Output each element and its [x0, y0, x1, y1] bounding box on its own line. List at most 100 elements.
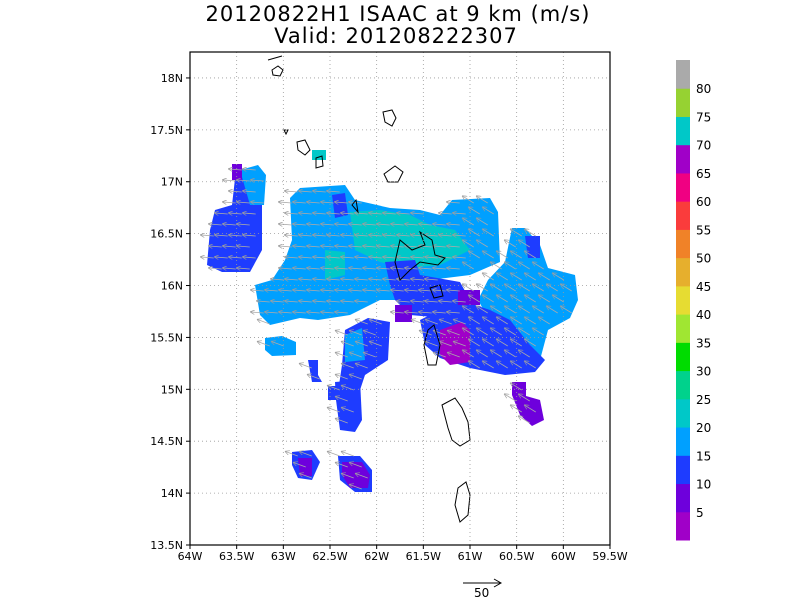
wind-vector: [299, 279, 312, 280]
wind-vector: [342, 452, 354, 457]
chart-subtitle: Valid: 201208222307: [274, 24, 518, 48]
colorbar-segment: [676, 116, 690, 146]
wind-vector: [350, 485, 362, 490]
wind-vector: [377, 268, 390, 269]
wind-vector: [519, 262, 530, 270]
wind-vector: [397, 235, 410, 236]
wind-vector: [370, 342, 382, 347]
wind-vector: [349, 246, 362, 247]
wind-vector: [327, 257, 340, 258]
colorbar-segment: [676, 172, 690, 202]
wind-vector: [300, 452, 312, 457]
wind-vector: [286, 452, 298, 457]
wind-region-south2: [335, 380, 362, 432]
wind-vector: [307, 268, 320, 269]
wind-vector: [454, 342, 466, 347]
wind-vector: [377, 246, 390, 247]
wind-vector: [511, 295, 522, 303]
wind-vector: [383, 235, 396, 236]
wind-vector: [300, 364, 312, 369]
wind-vector: [439, 301, 452, 302]
wind-vector: [440, 342, 452, 347]
coast-guadeloupe: [394, 230, 446, 281]
wind-vector: [215, 257, 228, 258]
lon-tick-label: 61W: [458, 550, 483, 563]
wind-vector: [426, 320, 438, 325]
colorbar-segment: [676, 201, 690, 230]
wind-vector: [285, 235, 298, 236]
colorbar-label: 10: [696, 478, 711, 492]
wind-region-blue-center: [385, 260, 470, 318]
wind-vector: [257, 301, 270, 302]
wind-vector: [453, 301, 466, 302]
lat-tick-label: 13.5N: [150, 539, 183, 552]
wind-vector: [243, 257, 256, 258]
wind-vector: [215, 213, 228, 214]
wind-vector: [483, 251, 494, 259]
wind-vector: [425, 257, 438, 258]
wind-vector: [349, 268, 362, 269]
wind-region-west-light: [240, 165, 266, 205]
wind-vector: [463, 240, 474, 248]
wind-vector: [342, 342, 354, 347]
wind-vector: [258, 320, 270, 325]
lat-tick-label: 16.5N: [150, 228, 183, 241]
wind-vector: [237, 202, 250, 203]
wind-vector: [350, 463, 362, 468]
coast-barbuda: [382, 109, 397, 127]
wind-vector: [525, 273, 536, 281]
wind-vector: [519, 240, 530, 248]
wind-vector: [341, 257, 354, 258]
wind-vector: [433, 224, 446, 225]
wind-vector: [363, 268, 376, 269]
wind-vector: [448, 331, 460, 336]
colorbar-label: 30: [696, 365, 711, 379]
wind-vector: [293, 290, 306, 291]
coast-nevis: [315, 155, 324, 169]
wind-vector: [307, 224, 320, 225]
wind-vector: [349, 224, 362, 225]
wind-vector: [215, 235, 228, 236]
wind-vector: [335, 224, 348, 225]
wind-vectors: [201, 169, 572, 490]
wind-vector: [243, 191, 256, 192]
wind-vector: [397, 213, 410, 214]
wind-vector: [519, 284, 530, 292]
wind-vector: [411, 301, 424, 302]
wind-vector: [243, 169, 256, 170]
lat-tick-label: 17N: [161, 176, 183, 189]
wind-vector: [463, 306, 474, 314]
wind-vector: [477, 328, 488, 336]
wind-vector: [447, 268, 460, 269]
wind-vector: [539, 273, 550, 281]
wind-vector: [271, 301, 284, 302]
wind-vector: [293, 268, 306, 269]
wind-vector: [265, 312, 278, 313]
wind-vector: [313, 213, 326, 214]
wind-vector: [355, 257, 368, 258]
wind-vector: [342, 474, 354, 479]
wind-vector: [477, 306, 488, 314]
colorbar-label: 20: [696, 421, 711, 435]
wind-vector: [483, 273, 494, 281]
wind-vector: [419, 290, 432, 291]
wind-vector: [477, 350, 488, 358]
wind-vector: [349, 202, 362, 203]
wind-vector: [307, 202, 320, 203]
wind-vector: [223, 224, 236, 225]
wind-vector: [433, 290, 446, 291]
wind-vector: [511, 273, 522, 281]
wind-vector: [285, 257, 298, 258]
wind-vector: [483, 317, 494, 325]
lat-tick-label: 14N: [161, 487, 183, 500]
wind-vector: [453, 235, 466, 236]
wind-vector: [539, 295, 550, 303]
wind-vector: [363, 224, 376, 225]
wind-vector: [299, 191, 312, 192]
wind-region-east-purple3: [395, 305, 412, 322]
colorbar-segment: [676, 144, 690, 174]
wind-vector: [405, 224, 418, 225]
wind-vector: [279, 290, 292, 291]
colorbar-segment: [676, 314, 690, 343]
